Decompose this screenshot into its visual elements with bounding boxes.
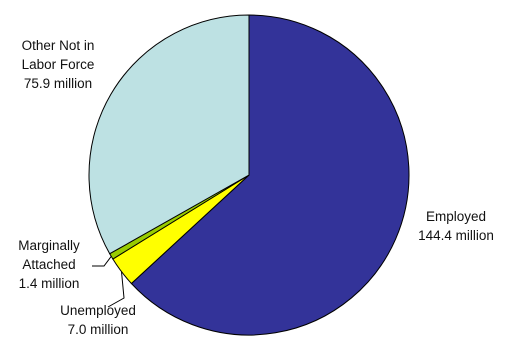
leader-line-marginally-attached <box>92 256 112 267</box>
label-line: Other Not in <box>21 38 95 53</box>
label-value: 1.4 million <box>18 276 80 291</box>
pie-slice-other-not-in-labor-force <box>88 14 250 255</box>
label-value: 144.4 million <box>418 228 494 243</box>
slice-label-other-not-in-labor-force: Other Not in Labor Force 75.9 million <box>6 36 110 93</box>
slice-label-unemployed: Unemployed 7.0 million <box>46 301 150 339</box>
label-line: Unemployed <box>60 303 136 318</box>
label-line: Labor Force <box>21 57 95 72</box>
pie-slice-employed <box>130 14 410 336</box>
slice-label-marginally-attached: Marginally Attached 1.4 million <box>0 236 98 293</box>
label-line: Employed <box>425 209 487 224</box>
pie-slices <box>88 14 410 336</box>
label-line: Attached <box>22 257 76 272</box>
slice-label-employed: Employed 144.4 million <box>404 207 506 245</box>
label-line: Marginally <box>18 238 80 253</box>
leader-lines <box>92 256 125 308</box>
label-value: 7.0 million <box>67 322 129 337</box>
leader-line-unemployed <box>107 271 125 308</box>
label-value: 75.9 million <box>23 76 93 91</box>
